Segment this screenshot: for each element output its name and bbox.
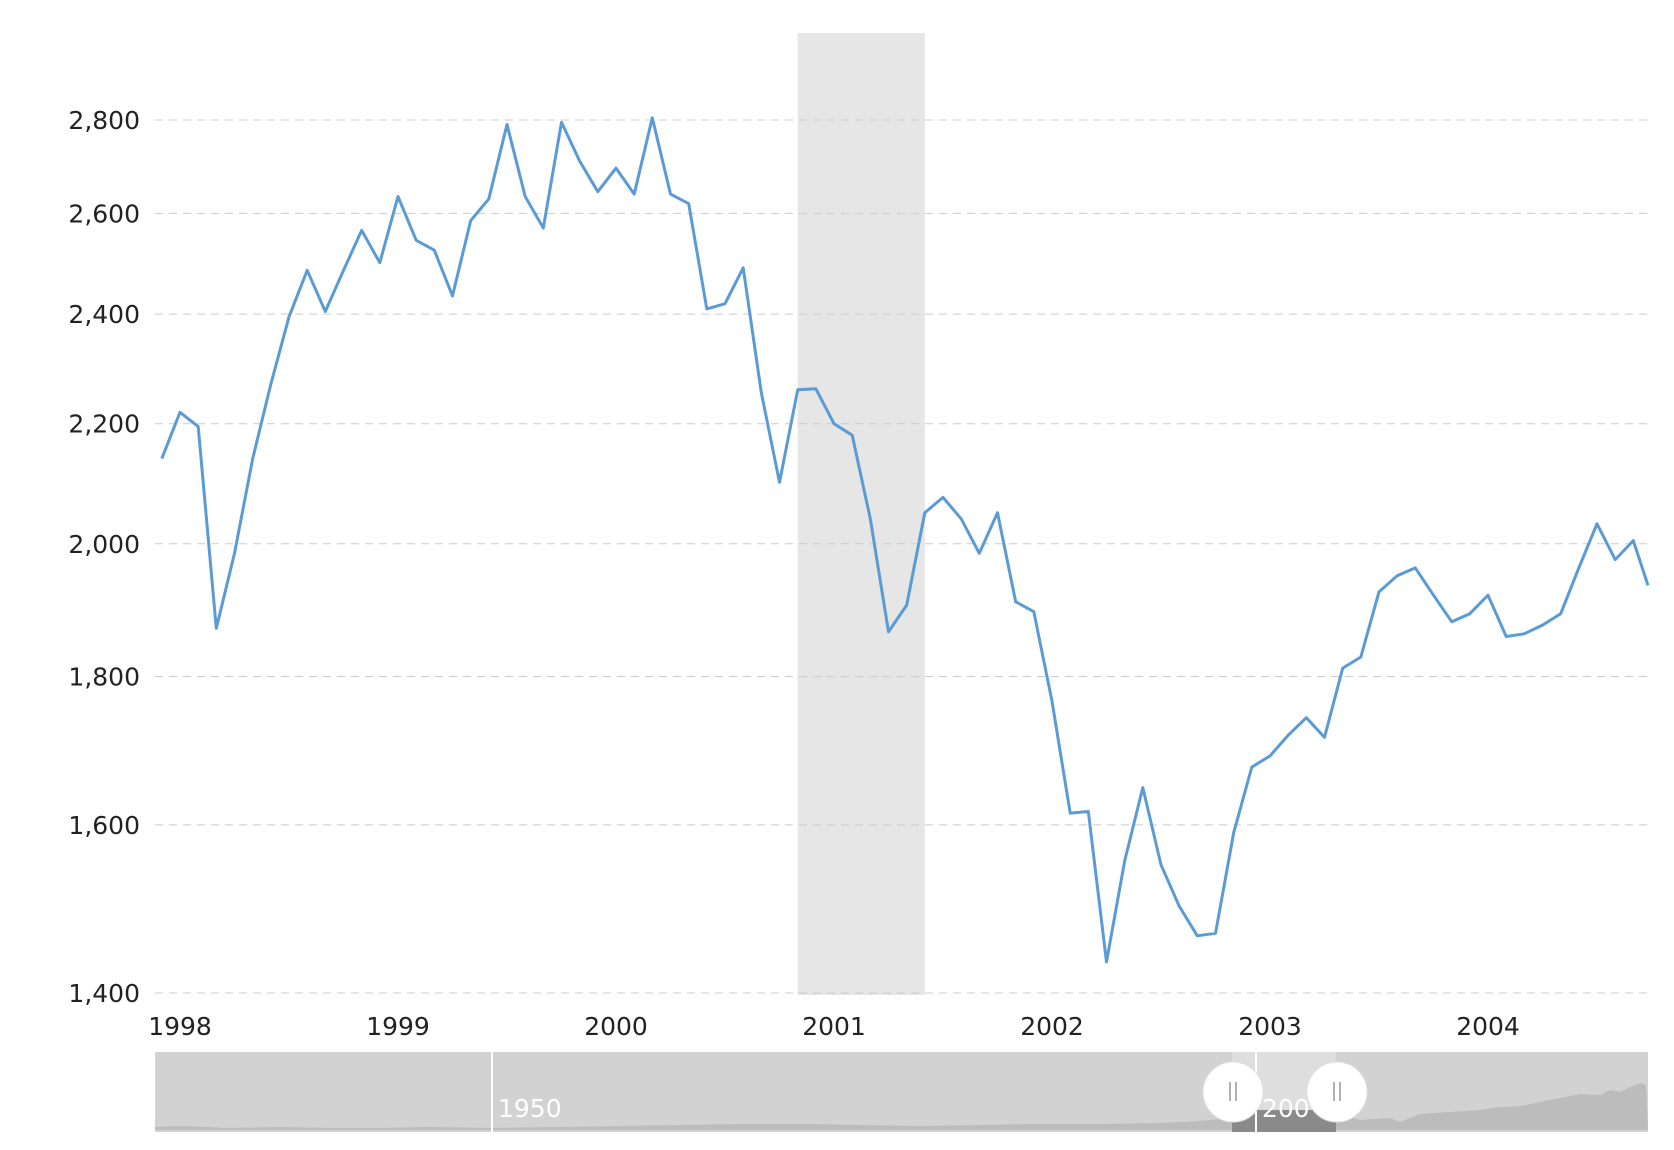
y-axis: 1,400 1,600 1,800 2,000 2,200 2,400 2,600 2,800 <box>68 106 140 1008</box>
navigator-background <box>155 1052 1648 1132</box>
grip-icon <box>1333 1082 1341 1101</box>
y-tick-label: 2,200 <box>68 410 140 439</box>
recession-shading <box>797 33 925 995</box>
x-tick-label: 2000 <box>584 1012 648 1041</box>
grip-icon <box>1229 1082 1237 1101</box>
y-tick-label: 1,600 <box>68 811 140 840</box>
y-tick-label: 2,400 <box>68 300 140 329</box>
navigator-selected-base <box>1232 1110 1336 1132</box>
y-tick-label: 1,400 <box>68 979 140 1008</box>
navigator-handle-left[interactable] <box>1202 1061 1264 1123</box>
y-tick-label: 1,800 <box>68 662 140 691</box>
grid-lines <box>155 119 1648 994</box>
y-tick-label: 2,000 <box>68 530 140 559</box>
x-tick-label: 2001 <box>802 1012 866 1041</box>
x-tick-label: 2004 <box>1456 1012 1520 1041</box>
x-axis: 1998 1999 2000 2001 2002 2003 2004 <box>148 1012 1520 1041</box>
x-tick-label: 2002 <box>1020 1012 1084 1041</box>
y-tick-label: 2,800 <box>68 106 140 135</box>
x-tick-label: 1998 <box>148 1012 212 1041</box>
series-line <box>160 116 1650 964</box>
navigator-handle-right[interactable] <box>1306 1061 1368 1123</box>
x-tick-label: 2003 <box>1238 1012 1302 1041</box>
navigator-label-2000: 200 <box>1262 1094 1310 1123</box>
x-tick-label: 1999 <box>366 1012 430 1041</box>
navigator[interactable]: 1950 200 <box>155 1052 1648 1132</box>
navigator-label-1950: 1950 <box>498 1094 562 1123</box>
y-tick-label: 2,600 <box>68 199 140 228</box>
